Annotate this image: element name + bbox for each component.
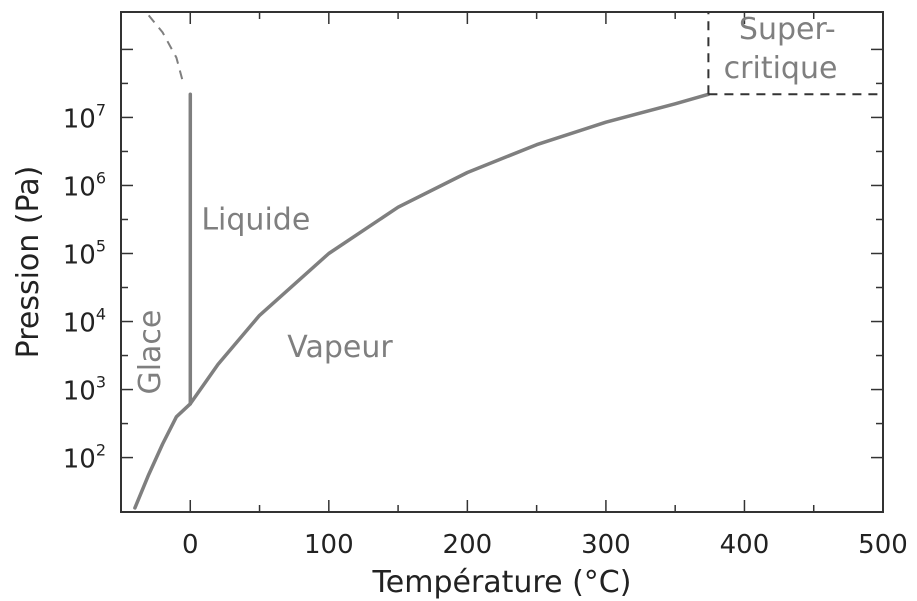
series-fusion-extension xyxy=(147,14,185,84)
series-vaporization xyxy=(133,92,711,510)
y-tick-label: 103 xyxy=(63,373,106,407)
y-tick-labels: 102 103 104 105 106 107 xyxy=(63,100,106,474)
x-tick-label: 100 xyxy=(304,530,354,560)
region-label: Super- xyxy=(739,12,836,47)
region-label: critique xyxy=(724,51,838,86)
annotation-layer: Liquide Vapeur Glace Super-critique xyxy=(133,12,838,394)
x-axis-title: Température (°C) xyxy=(372,565,632,600)
y-tick-label: 106 xyxy=(63,168,106,202)
x-tick-labels: 0 100 200 300 400 500 xyxy=(182,530,908,560)
series-layer xyxy=(133,12,883,510)
minor-ticks xyxy=(120,12,883,512)
y-tick-label: 104 xyxy=(63,305,106,339)
major-ticks xyxy=(121,12,884,512)
y-tick-label: 107 xyxy=(63,100,106,134)
region-label: Liquide xyxy=(201,203,310,238)
y-tick-label: 105 xyxy=(63,236,106,270)
plot-frame xyxy=(120,11,884,513)
x-tick-label: 500 xyxy=(858,530,908,560)
x-tick-label: 300 xyxy=(581,530,631,560)
x-tick-label: 200 xyxy=(443,530,493,560)
y-tick-label: 102 xyxy=(63,441,106,475)
x-tick-label: 0 xyxy=(182,530,199,560)
x-tick-label: 400 xyxy=(720,530,770,560)
region-label: Glace xyxy=(133,310,168,395)
y-axis-title: Pression (Pa) xyxy=(11,166,46,359)
region-label: Vapeur xyxy=(287,330,393,365)
